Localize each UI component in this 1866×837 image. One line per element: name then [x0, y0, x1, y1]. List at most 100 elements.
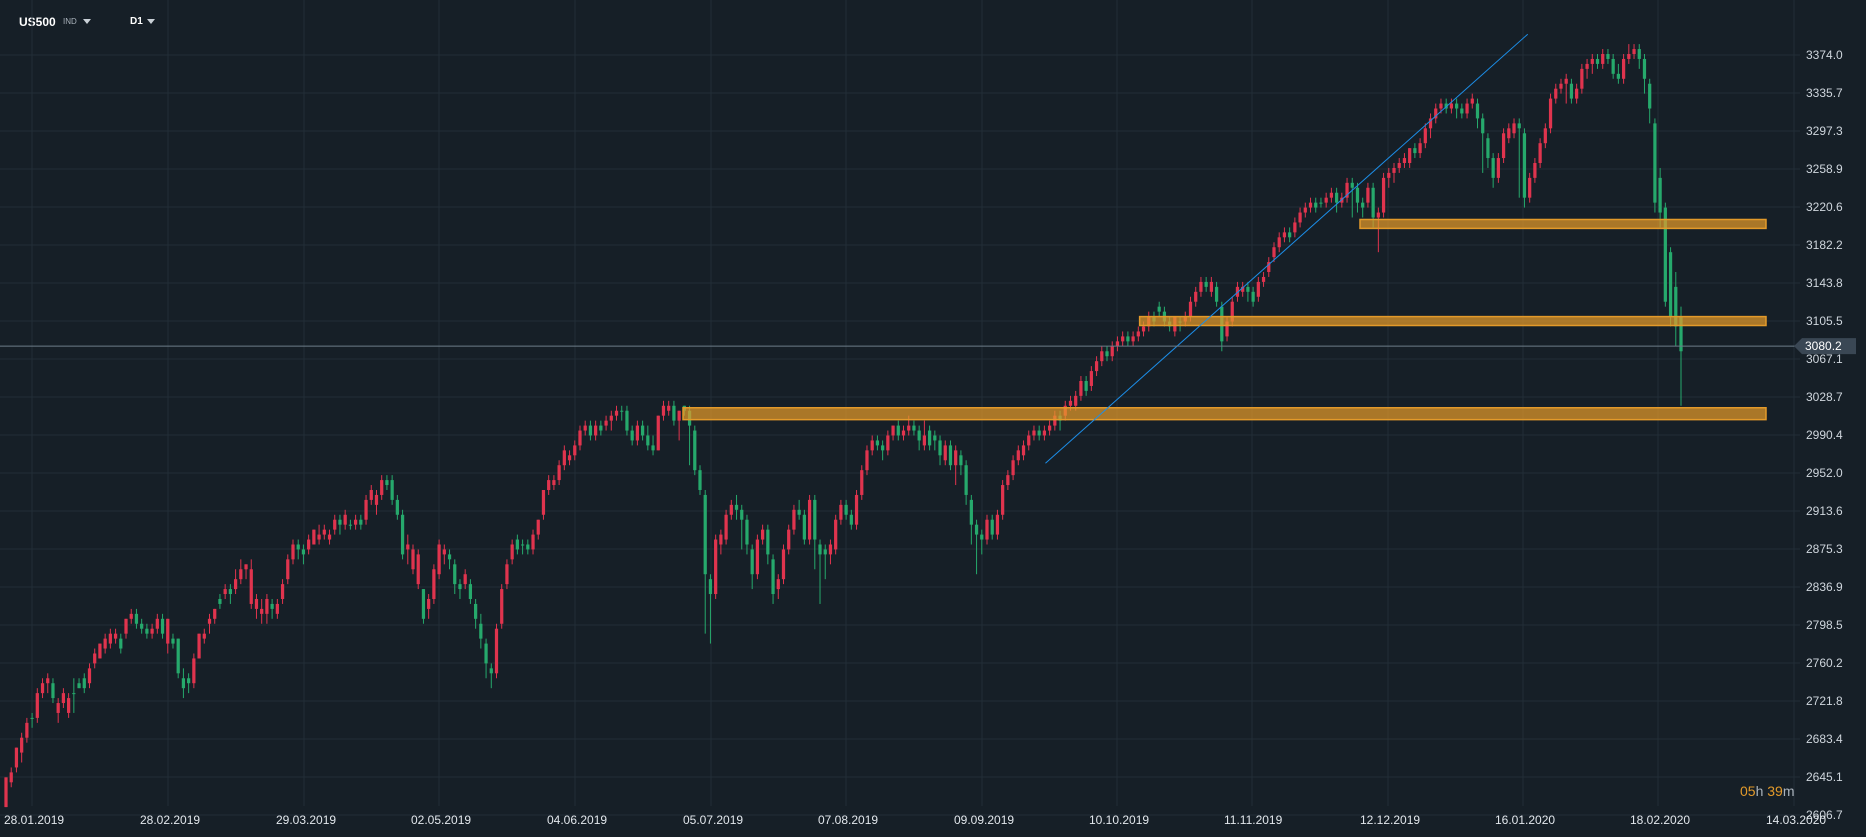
- candle-body: [980, 534, 984, 540]
- candle: [834, 514, 838, 555]
- candle: [1194, 286, 1198, 307]
- candle-body: [82, 678, 86, 689]
- candle: [604, 415, 608, 431]
- candle: [160, 613, 165, 639]
- candle: [260, 598, 264, 624]
- candle-body: [239, 569, 243, 580]
- candle-body: [755, 539, 760, 575]
- candle-body: [933, 435, 937, 441]
- candle: [134, 608, 139, 629]
- candle: [317, 524, 321, 545]
- candle-body: [275, 603, 279, 614]
- candle-body: [1616, 73, 1621, 79]
- candle-body: [656, 415, 660, 451]
- candle: [494, 623, 499, 679]
- candle: [213, 608, 217, 624]
- symbol-name[interactable]: US500: [19, 15, 56, 29]
- candle-body: [646, 435, 650, 446]
- candle: [573, 440, 577, 461]
- candle-body: [338, 519, 342, 525]
- candle: [1047, 420, 1052, 436]
- candle-body: [176, 638, 180, 674]
- candle-body: [1345, 182, 1349, 198]
- candle: [93, 648, 97, 669]
- candle: [150, 623, 154, 639]
- candle-body: [1157, 306, 1161, 312]
- candle-body: [1501, 133, 1506, 159]
- candle-body: [1668, 252, 1673, 317]
- candle-body: [181, 678, 186, 689]
- candle: [954, 445, 958, 486]
- y-tick-label: 2760.2: [1806, 656, 1843, 670]
- candle: [771, 554, 775, 604]
- candle-body: [1194, 291, 1198, 302]
- candle-body: [1105, 351, 1109, 357]
- candle: [25, 717, 29, 743]
- y-tick-label: 2645.1: [1806, 770, 1843, 784]
- candle-body: [594, 425, 598, 436]
- candle-body: [526, 544, 530, 550]
- candle-body: [520, 544, 525, 546]
- candle: [813, 494, 817, 570]
- candle: [239, 559, 243, 585]
- candle: [1423, 123, 1427, 149]
- candle: [223, 584, 227, 599]
- candle-body: [265, 598, 269, 614]
- candle-body: [1679, 316, 1683, 352]
- candle: [917, 425, 921, 451]
- candle-body: [1533, 163, 1537, 178]
- candle-body: [761, 529, 765, 540]
- candle-countdown: 05h 39m: [1740, 783, 1795, 799]
- candle: [4, 777, 8, 808]
- candle: [1392, 163, 1396, 183]
- candle-body: [1350, 182, 1354, 188]
- candle: [1376, 207, 1380, 253]
- candle: [228, 584, 232, 604]
- symbol-dropdown-icon[interactable]: [83, 19, 91, 24]
- timeframe-selector[interactable]: D1: [126, 13, 158, 29]
- candle-body: [870, 440, 874, 451]
- candle-body: [927, 430, 932, 446]
- candle-body: [395, 499, 399, 515]
- candle: [1032, 425, 1036, 441]
- candle-body: [20, 737, 24, 753]
- candle-body: [1068, 400, 1073, 406]
- candle: [30, 712, 34, 728]
- candle-body: [1653, 123, 1657, 203]
- candle-body: [1042, 430, 1047, 436]
- candle-body: [1627, 54, 1631, 59]
- candle: [82, 673, 86, 694]
- candle-body: [1606, 54, 1610, 59]
- candle-body: [1621, 58, 1626, 79]
- candle-body: [437, 544, 441, 575]
- candle: [547, 475, 551, 495]
- candle-body: [280, 584, 285, 599]
- candle: [119, 633, 123, 654]
- x-tick-label: 11.11.2019: [1224, 813, 1283, 827]
- candle-body: [108, 633, 112, 644]
- candle: [1042, 425, 1047, 441]
- candle-body: [510, 544, 514, 560]
- candle-body: [1397, 163, 1401, 168]
- candle: [77, 678, 81, 689]
- candle-body: [1392, 167, 1396, 173]
- countdown-hours-unit: h: [1755, 783, 1764, 799]
- candle: [40, 678, 45, 699]
- candle-body: [995, 514, 1000, 535]
- candle: [875, 435, 880, 451]
- y-tick-label: 2913.6: [1806, 504, 1843, 518]
- candle: [437, 539, 441, 580]
- candle: [500, 584, 504, 629]
- candle-body: [745, 519, 749, 545]
- candle: [322, 524, 326, 540]
- candle-body: [1475, 103, 1480, 119]
- candle: [1001, 480, 1005, 520]
- x-tick-label: 10.10.2019: [1089, 813, 1149, 827]
- candle: [625, 405, 629, 436]
- candle: [980, 529, 984, 555]
- candle: [51, 678, 55, 704]
- candle-body: [1272, 247, 1276, 258]
- y-tick-label: 3220.6: [1806, 200, 1843, 214]
- candle-body: [119, 638, 123, 649]
